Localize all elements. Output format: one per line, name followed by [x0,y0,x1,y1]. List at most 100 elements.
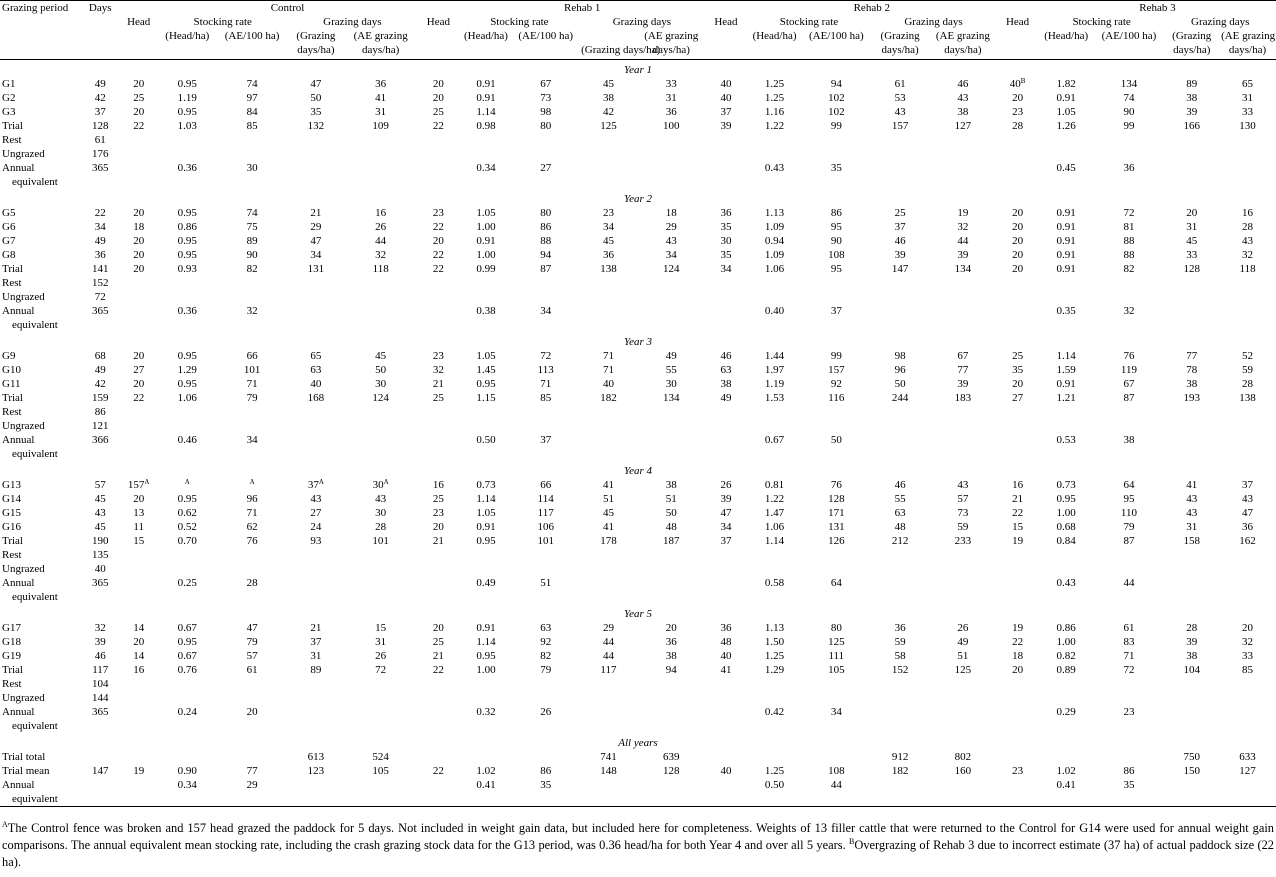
cell-control-grazing-days: 123 [307,765,325,777]
cell-rehab3-grazing-days [1164,705,1219,733]
cell-rehab1-grazing-days: 44 [602,650,614,662]
header-grazing-days-control: Grazing days [323,16,382,28]
cell-control-grazing-days [288,576,345,604]
cell-rehab2-head-ha: 1.09 [764,221,785,233]
cell-rehab2-ae-100ha: 157 [828,364,845,376]
table-row: Trial 117 16 0.76 61 89 72 22 1.00 79 117 94 41 1.29 1… [0,663,1276,677]
cell-control-grazing-days [288,133,345,147]
cell-rehab2-grazing-days: 48 [894,521,906,533]
cell-head-control [119,433,157,461]
cell-rehab3-ae-grazing-days [1219,548,1276,562]
cell-head-rehab3: 20 [1012,235,1024,247]
table-row: G17 32 14 0.67 47 21 15 20 0.91 63 29 20 36 1.13 80 36 2… [0,621,1276,635]
cell-control-ae-100ha: 66 [246,350,258,362]
table-row: Ungrazed 72 [0,290,1276,304]
cell-rehab2-ae-100ha [802,405,871,419]
cell-rehab1-grazing-days: 138 [600,263,617,275]
cell-head-rehab1: 16 [432,479,444,491]
cell-rehab1-head-ha: 0.49 [476,577,496,589]
cell-head-rehab3 [996,562,1039,576]
cell-rehab3-head-ha: 1.82 [1056,78,1076,90]
cell-head-control: 157A [127,478,150,492]
cell-control-ae-100ha: 30 [246,162,258,174]
cell-rehab3-ae-100ha: 86 [1123,765,1135,777]
cell-control-grazing-days [287,778,345,807]
cell-rehab2-ae-100ha [802,548,871,562]
cell-rehab2-head-ha: 0.40 [764,305,785,317]
cell-period: G5 [2,207,16,219]
cell-control-ae-100ha: 74 [246,78,258,90]
cell-period: Annual equivalent [0,304,81,332]
cell-control-head-ha: 1.19 [177,92,197,104]
cell-days: 37 [94,106,106,118]
table-row: G10 49 27 1.29 101 63 50 32 1.45 113 71 55 63 1.97 157… [0,363,1276,377]
cell-head-rehab1 [417,419,460,433]
cell-head-rehab3 [996,161,1039,189]
cell-days: 61 [94,134,106,146]
cell-control-ae-grazing-days [344,304,417,332]
cell-control-ae-100ha [217,562,288,576]
cell-head-rehab2 [705,147,748,161]
cell-rehab3-head-ha: 0.91 [1056,92,1076,104]
cell-period: G8 [2,249,16,261]
cell-rehab1-ae-grazing-days [638,576,705,604]
cell-rehab1-ae-grazing-days [638,133,705,147]
cell-control-head-ha [158,133,217,147]
cell-head-rehab1 [417,562,460,576]
cell-rehab3-ae-grazing-days: 32 [1242,636,1254,648]
cell-head-rehab2 [705,677,748,691]
cell-head-rehab3: 20 [1012,249,1024,261]
cell-rehab3-head-ha: 0.91 [1056,207,1076,219]
cell-period: Annual equivalent [0,705,81,733]
cell-head-control [119,405,157,419]
cell-rehab1-ae-grazing-days: 49 [665,350,677,362]
cell-rehab2-ae-100ha: 80 [830,622,842,634]
cell-control-head-ha [158,548,217,562]
cell-head-rehab1: 25 [432,636,444,648]
cell-rehab3-head-ha: 0.73 [1056,479,1076,491]
cell-rehab2-head-ha: 0.81 [764,479,785,491]
table-row: G15 43 13 0.62 71 27 30 23 1.05 117 45 50 47 1.47 171 6… [0,506,1276,520]
cell-rehab1-ae-grazing-days [637,778,705,807]
cell-rehab3-head-ha: 1.21 [1056,392,1076,404]
cell-rehab3-ae-100ha: 67 [1123,378,1135,390]
cell-head-rehab3: 20 [1012,207,1024,219]
cell-rehab3-grazing-days [1164,419,1219,433]
cell-rehab1-ae-grazing-days: 187 [663,535,680,547]
cell-rehab3-ae-100ha: 110 [1120,507,1137,519]
cell-control-head-ha: 0.95 [177,493,197,505]
header-head-rehab1: Head [426,16,450,28]
cell-rehab2-ae-grazing-days: 51 [957,650,969,662]
cell-rehab3-grazing-days: 31 [1186,521,1198,533]
cell-rehab2-grazing-days [871,147,930,161]
cell-rehab1-ae-100ha: 86 [540,221,552,233]
cell-period: Trial mean [2,765,50,777]
cell-head-control: 13 [133,507,145,519]
cell-control-grazing-days: 50 [310,92,322,104]
cell-head-rehab1 [417,276,460,290]
cell-head-rehab2: 47 [720,507,732,519]
cell-period: G6 [2,221,16,233]
cell-rehab3-head-ha: 1.02 [1056,765,1076,777]
cell-rehab3-head-ha [1039,548,1094,562]
cell-head-rehab1 [417,677,460,691]
cell-rehab3-grazing-days [1164,161,1219,189]
table-row: G11 42 20 0.95 71 40 30 21 0.95 71 40 30 38 1.19 92 50 3… [0,377,1276,391]
cell-control-ae-grazing-days: 28 [375,521,387,533]
cell-control-ae-grazing-days: 109 [372,120,389,132]
cell-rehab2-ae-grazing-days: 49 [957,636,969,648]
cell-rehab3-head-ha [1039,677,1094,691]
cell-rehab1-ae-100ha: 35 [512,778,580,807]
cell-rehab1-ae-grazing-days: 36 [665,106,677,118]
cell-control-ae-grazing-days [344,419,417,433]
cell-head-control: 22 [133,120,145,132]
cell-rehab1-ae-100ha: 71 [540,378,552,390]
cell-rehab3-ae-grazing-days [1219,405,1276,419]
cell-rehab3-ae-100ha: 88 [1123,249,1135,261]
cell-control-ae-100ha: A [217,478,288,492]
cell-rehab3-head-ha: 1.00 [1056,636,1076,648]
cell-head-rehab1: 20 [432,78,444,90]
cell-rehab3-grazing-days: 166 [1183,120,1200,132]
cell-rehab3-grazing-days [1164,778,1220,807]
cell-head-rehab3 [996,705,1039,733]
